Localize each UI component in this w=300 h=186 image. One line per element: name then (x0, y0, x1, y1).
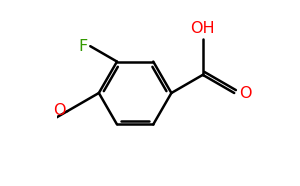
Text: F: F (78, 39, 88, 54)
Text: O: O (53, 103, 66, 118)
Text: O: O (239, 86, 251, 100)
Text: OH: OH (190, 21, 215, 36)
